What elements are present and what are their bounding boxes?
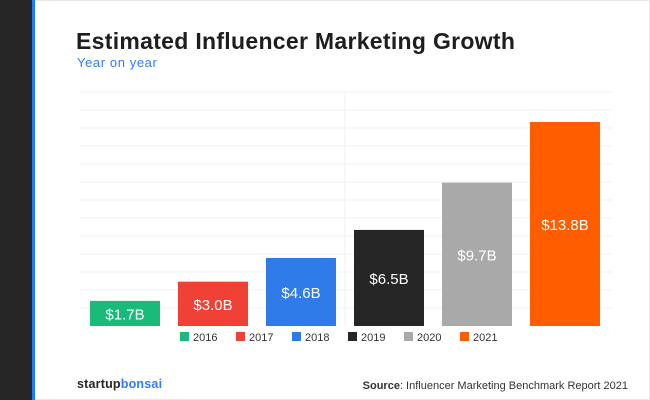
legend-label: 2016	[193, 332, 217, 344]
bar-2020	[442, 182, 512, 326]
brand-logo-part1: startup	[77, 377, 121, 391]
brand-logo: startupbonsai	[77, 377, 162, 391]
legend-swatch-2017	[236, 332, 245, 341]
bar-2018	[266, 258, 336, 326]
legend-swatch-2018	[292, 332, 301, 341]
sidebar-accent-line	[32, 0, 35, 400]
legend-label: 2018	[305, 332, 329, 344]
bar-2021	[530, 122, 600, 326]
legend-swatch-2019	[348, 332, 357, 341]
legend-label: 2017	[249, 332, 273, 344]
sidebar-dark-strip	[0, 0, 32, 400]
bar-value-label: $13.8B	[541, 217, 589, 234]
bar-value-label: $9.7B	[457, 247, 496, 264]
chart-title: Estimated Influencer Marketing Growth	[76, 28, 516, 54]
bar-value-label: $6.5B	[369, 271, 408, 288]
legend-label: 2020	[417, 332, 441, 344]
bar-value-label: $1.7B	[105, 306, 144, 323]
bar-value-label: $4.6B	[281, 285, 320, 302]
source-label: Source	[362, 380, 400, 392]
brand-logo-part2: bonsai	[120, 377, 163, 391]
chart-subtitle: Year on year	[77, 55, 158, 70]
bar-2016	[90, 300, 160, 326]
bar-2019	[354, 229, 424, 326]
legend-label: 2021	[473, 332, 497, 344]
source-note: Source: Influencer Marketing Benchmark R…	[363, 380, 628, 392]
bar-2017	[178, 281, 248, 326]
legend-swatch-2016	[180, 332, 189, 341]
legend-swatch-2021	[460, 332, 469, 341]
bar-value-label: $3.0B	[193, 297, 232, 314]
legend-label: 2019	[361, 332, 385, 344]
legend-swatch-2020	[404, 332, 413, 341]
source-text: : Influencer Marketing Benchmark Report …	[399, 380, 628, 392]
